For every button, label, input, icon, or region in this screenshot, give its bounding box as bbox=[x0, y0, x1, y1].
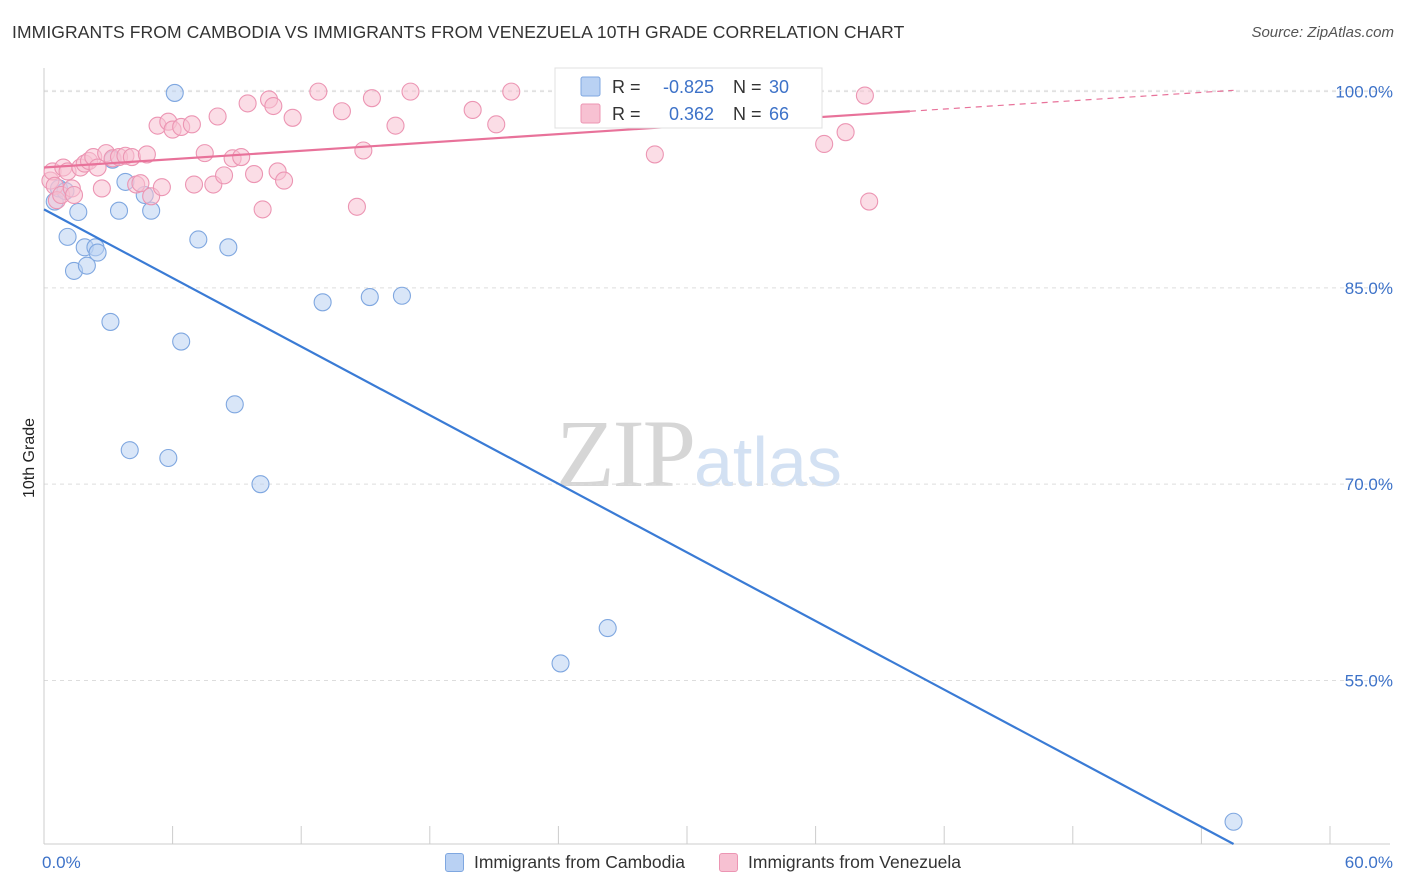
cambodia-point bbox=[313, 293, 332, 312]
stats-swatch-cambodia bbox=[580, 76, 601, 97]
venezuela-point bbox=[860, 192, 879, 211]
stats-n-label: N = bbox=[733, 77, 762, 97]
venezuela-point bbox=[836, 123, 855, 142]
venezuela-point bbox=[855, 86, 874, 105]
y-tick-label: 85.0% bbox=[1345, 279, 1393, 298]
venezuela-point bbox=[244, 165, 264, 184]
venezuela-point bbox=[283, 108, 302, 127]
legend-label-venezuela: Immigrants from Venezuela bbox=[748, 852, 962, 872]
venezuela-point bbox=[238, 94, 257, 113]
venezuela-point bbox=[309, 82, 328, 101]
stats-n-value: 66 bbox=[769, 104, 789, 124]
stats-legend: R = -0.825 N = 30 R = 0.362 N = 66 bbox=[554, 67, 823, 129]
x-tick-label-max: 60.0% bbox=[1344, 853, 1393, 872]
venezuela-point bbox=[152, 178, 171, 197]
venezuela-point bbox=[815, 134, 834, 154]
stats-r-value: -0.825 bbox=[663, 77, 714, 97]
venezuela-point bbox=[332, 102, 351, 121]
y-tick-label: 70.0% bbox=[1345, 475, 1393, 494]
cambodia-point bbox=[58, 227, 77, 246]
stats-n-value: 30 bbox=[769, 77, 789, 97]
legend-item-venezuela[interactable]: Immigrants from Venezuela bbox=[719, 852, 961, 873]
venezuela-point bbox=[232, 148, 251, 167]
cambodia-point bbox=[165, 83, 184, 102]
cambodia-point bbox=[360, 288, 379, 307]
cambodia-point bbox=[159, 448, 178, 468]
cambodia-point bbox=[251, 475, 270, 494]
cambodia-point bbox=[225, 395, 244, 414]
cambodia-point bbox=[69, 202, 88, 222]
venezuela-trend-extension bbox=[909, 89, 1234, 112]
stats-n-label: N = bbox=[733, 104, 762, 124]
cambodia-point bbox=[88, 243, 107, 262]
x-tick-label-min: 0.0% bbox=[42, 853, 81, 872]
cambodia-point bbox=[219, 238, 238, 257]
cambodia-point bbox=[101, 312, 120, 331]
venezuela-point bbox=[275, 171, 294, 190]
cambodia-point bbox=[120, 441, 139, 460]
venezuela-point bbox=[64, 185, 84, 205]
venezuela-point bbox=[182, 115, 201, 134]
venezuela-point bbox=[463, 100, 482, 119]
venezuela-point bbox=[184, 175, 204, 194]
stats-r-value: 0.362 bbox=[669, 104, 714, 124]
stats-r-label: R = bbox=[612, 104, 641, 124]
venezuela-point bbox=[214, 166, 234, 185]
venezuela-point bbox=[487, 115, 506, 134]
legend-label-cambodia: Immigrants from Cambodia bbox=[473, 852, 686, 872]
y-tick-label: 100.0% bbox=[1335, 83, 1393, 102]
cambodia-trend-line bbox=[43, 208, 1235, 845]
stats-swatch-venezuela bbox=[580, 103, 601, 124]
venezuela-point bbox=[208, 107, 227, 126]
venezuela-point bbox=[137, 145, 156, 164]
cambodia-point bbox=[551, 654, 570, 673]
legend-swatch-venezuela bbox=[719, 853, 739, 872]
y-tick-label: 55.0% bbox=[1345, 671, 1393, 690]
cambodia-point bbox=[189, 230, 208, 249]
venezuela-point bbox=[401, 82, 420, 101]
venezuela-point bbox=[645, 145, 664, 164]
legend-swatch-cambodia bbox=[444, 853, 464, 872]
cambodia-point bbox=[77, 256, 96, 275]
venezuela-point bbox=[347, 197, 366, 216]
legend-item-cambodia[interactable]: Immigrants from Cambodia bbox=[444, 852, 686, 873]
venezuela-point bbox=[386, 116, 405, 135]
chart-title: IMMIGRANTS FROM CAMBODIA VS IMMIGRANTS F… bbox=[12, 22, 905, 42]
chart-source: Source: ZipAtlas.com bbox=[1251, 24, 1394, 41]
venezuela-point bbox=[502, 82, 521, 101]
venezuela-point bbox=[264, 96, 283, 116]
venezuela-point bbox=[362, 89, 381, 108]
bottom-legend: Immigrants from Cambodia Immigrants from… bbox=[0, 852, 1406, 873]
venezuela-point bbox=[131, 174, 150, 193]
cambodia-point bbox=[392, 286, 411, 305]
venezuela-point bbox=[354, 141, 373, 160]
venezuela-point bbox=[253, 200, 272, 219]
cambodia-point bbox=[109, 201, 129, 220]
venezuela-point bbox=[195, 144, 214, 163]
cambodia-point bbox=[598, 619, 617, 638]
cambodia-point bbox=[172, 332, 191, 351]
stats-r-label: R = bbox=[612, 77, 641, 97]
venezuela-point bbox=[92, 179, 111, 198]
cambodia-point bbox=[1224, 812, 1243, 831]
